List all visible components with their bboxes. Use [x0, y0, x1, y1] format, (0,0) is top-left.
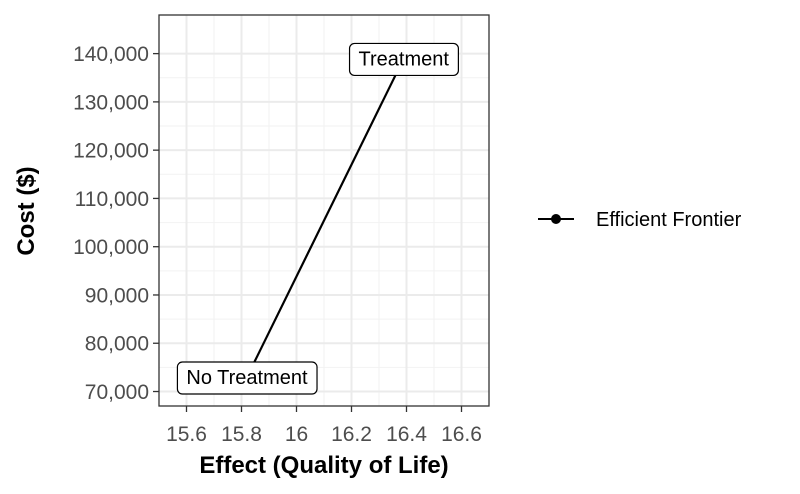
x-tick-label: 16.2	[331, 423, 372, 446]
y-tick-label: 90,000	[85, 284, 149, 307]
x-tick-label: 15.6	[166, 423, 207, 446]
y-tick-label: 70,000	[85, 381, 149, 404]
legend: Efficient Frontier	[538, 209, 742, 231]
x-tick-label: 16.6	[441, 423, 482, 446]
point-label-box	[176, 361, 318, 395]
y-tick-label: 140,000	[73, 43, 149, 66]
y-tick-label: 120,000	[73, 140, 149, 163]
point-label-text: No Treatment	[186, 367, 308, 389]
frontier-line	[246, 57, 405, 378]
point-label-text: Treatment	[359, 48, 450, 70]
legend-label: Efficient Frontier	[596, 209, 742, 231]
legend-point-icon	[551, 214, 561, 224]
y-tick-label: 110,000	[75, 188, 149, 211]
y-tick-label: 80,000	[85, 333, 149, 356]
y-axis-title: Cost ($)	[13, 166, 40, 255]
x-tick-label: 15.8	[221, 423, 262, 446]
y-tick-label: 130,000	[73, 91, 149, 114]
x-axis-title: Effect (Quality of Life)	[199, 452, 448, 479]
y-tick-label: 100,000	[73, 236, 149, 259]
point-label: Treatment	[348, 42, 459, 77]
axes: 15.6 15.8 16 16.2 16.4 16.6 70,000 80,000 90,000…	[73, 43, 482, 446]
x-tick-label: 16.4	[386, 423, 427, 446]
point-labels: No Treatment Treatment	[176, 42, 459, 395]
point-label: No Treatment	[176, 361, 318, 395]
point-label-box	[348, 42, 459, 77]
x-tick-label: 16	[285, 423, 308, 446]
plot-panel-border	[158, 14, 490, 407]
data-series	[246, 57, 405, 378]
